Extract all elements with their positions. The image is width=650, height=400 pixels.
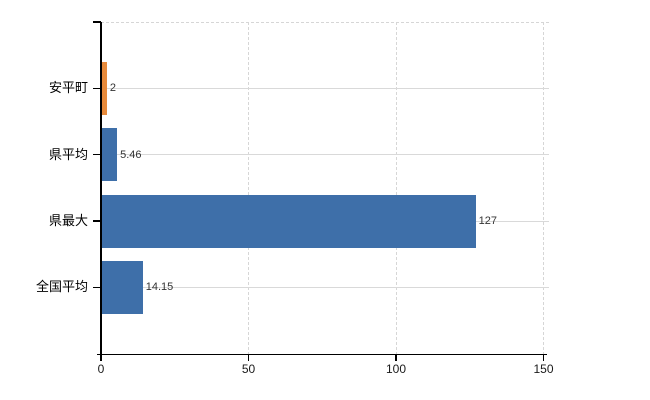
category-tick-2 bbox=[93, 220, 101, 222]
x-axis-line bbox=[97, 353, 547, 356]
bar-0 bbox=[101, 61, 107, 115]
value-label-3: 14.15 bbox=[145, 281, 174, 294]
x-tick-label-50: 50 bbox=[241, 362, 256, 376]
vertical-gridline-100 bbox=[395, 22, 397, 355]
value-label-0: 2 bbox=[109, 82, 117, 95]
axis-top-tick bbox=[93, 21, 101, 23]
x-tick-150 bbox=[542, 354, 545, 361]
horizontal-gridline-1 bbox=[101, 154, 549, 156]
x-tick-0 bbox=[100, 354, 102, 361]
horizontal-gridline-3 bbox=[101, 286, 549, 288]
category-label-3: 全国平均 bbox=[35, 279, 88, 295]
horizontal-gridline-0 bbox=[101, 87, 549, 89]
x-tick-label-100: 100 bbox=[385, 362, 407, 376]
x-tick-label-150: 150 bbox=[533, 362, 554, 376]
x-tick-label-0: 0 bbox=[97, 362, 105, 376]
vertical-gridline-150 bbox=[543, 22, 544, 355]
x-tick-50 bbox=[247, 354, 250, 361]
plot-top-border bbox=[101, 21, 549, 23]
category-tick-1 bbox=[93, 153, 101, 156]
bar-3 bbox=[101, 260, 143, 314]
category-tick-0 bbox=[93, 87, 101, 90]
category-label-0: 安平町 bbox=[48, 80, 88, 96]
category-tick-3 bbox=[93, 286, 101, 289]
bar-1 bbox=[101, 128, 118, 182]
value-label-2: 127 bbox=[478, 215, 497, 227]
value-label-1: 5.46 bbox=[120, 148, 142, 161]
category-label-2: 県最大 bbox=[48, 213, 88, 228]
category-label-1: 県平均 bbox=[48, 146, 88, 162]
vertical-gridline-50 bbox=[248, 22, 249, 355]
bar-2 bbox=[101, 194, 476, 248]
y-axis-line bbox=[100, 22, 102, 361]
x-tick-100 bbox=[395, 354, 397, 361]
